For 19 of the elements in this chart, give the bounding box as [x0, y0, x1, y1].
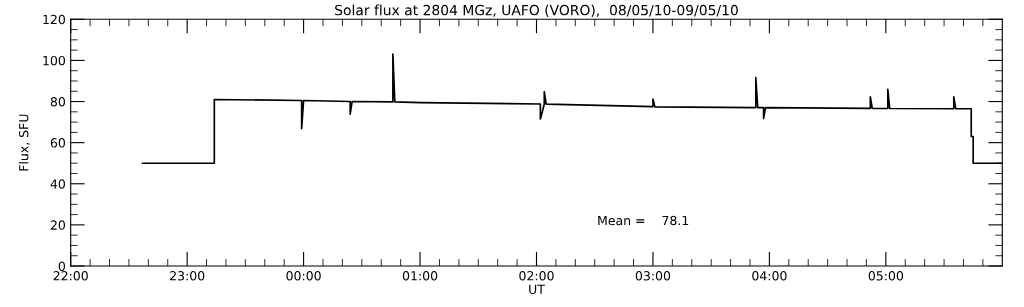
x-tick-label: 01:00 [402, 271, 438, 281]
x-tick-label: 23:00 [170, 271, 205, 281]
y-tick-label: 120 [43, 14, 66, 25]
annotation: Mean = 78.1 [598, 215, 689, 226]
y-tick-label: 20 [50, 220, 66, 230]
x-axis-title: UT [529, 284, 545, 295]
x-tick-label: 02:00 [519, 271, 554, 281]
y-tick-label: 80 [50, 97, 66, 107]
x-tick-label: 05:00 [868, 271, 904, 281]
y-tick-label: 60 [50, 138, 66, 148]
chart-title: Solar flux at 2804 MGz, UAFO (VORO), 08/05/10-09/05/10 [335, 4, 738, 17]
x-tick-label: 03:00 [635, 271, 671, 281]
y-axis-title: Flux, SFU [18, 114, 30, 171]
x-tick-label: 00:00 [286, 271, 321, 281]
y-tick-label: 100 [43, 55, 66, 66]
y-tick-label: 40 [50, 179, 66, 189]
y-tick-label: 0 [58, 261, 66, 271]
x-tick-label: 04:00 [752, 271, 787, 281]
x-tick-label: 22:00 [53, 271, 88, 281]
